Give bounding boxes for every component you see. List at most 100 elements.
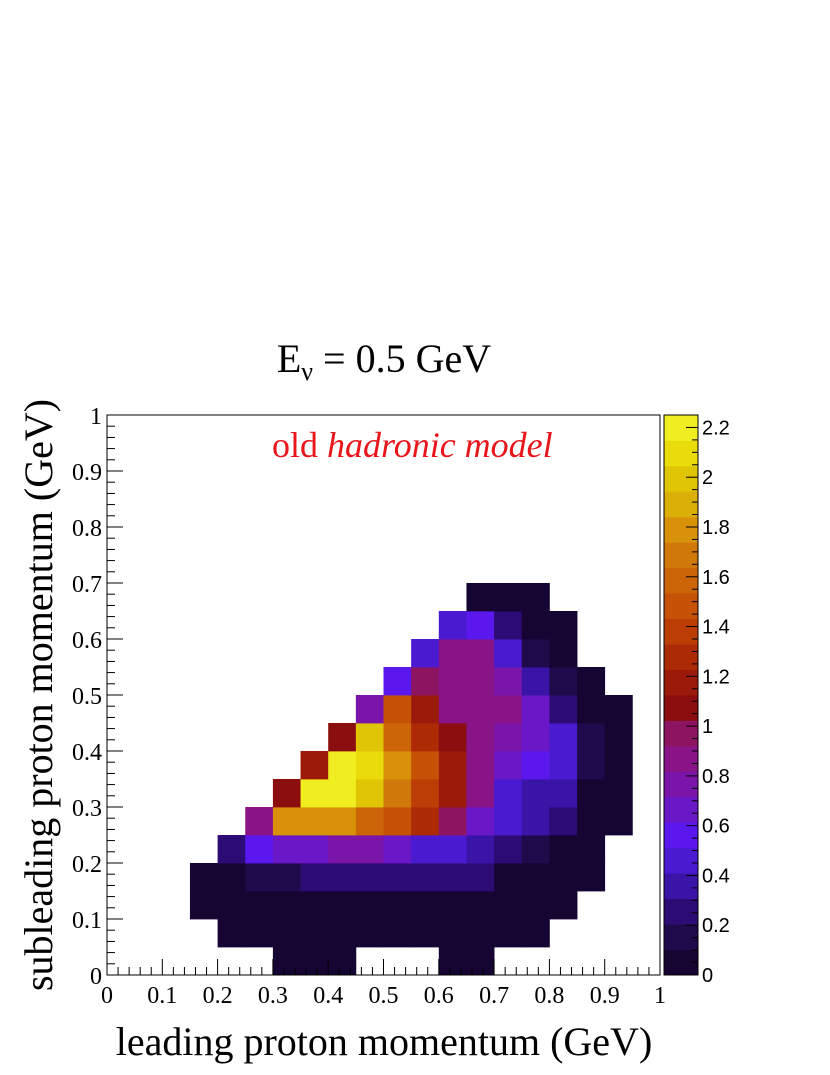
x-tick-label: 0.6 — [424, 983, 454, 1009]
heatmap-cell — [549, 835, 578, 864]
y-tick-label: 0.4 — [72, 740, 102, 766]
heatmap-cell — [438, 835, 467, 864]
colorbar-tick-label: 2.2 — [702, 417, 730, 439]
colorbar-frame — [663, 414, 699, 976]
heatmap-cell — [217, 919, 246, 948]
heatmap-cell — [494, 639, 523, 668]
heatmap-cell — [494, 751, 523, 780]
heatmap-cell — [466, 807, 495, 836]
heatmap-cell — [355, 751, 384, 780]
x-tick-label: 0.7 — [479, 983, 509, 1009]
heatmap-cell — [272, 779, 301, 808]
heatmap-cell — [521, 807, 550, 836]
heatmap-cell — [438, 807, 467, 836]
heatmap-cell — [328, 807, 357, 836]
heatmap-cell — [466, 611, 495, 640]
heatmap-cell — [494, 779, 523, 808]
colorbar-tick-label: 1.2 — [702, 666, 730, 688]
heatmap-cell — [328, 723, 357, 752]
heatmap-cell — [577, 835, 606, 864]
y-axis-tick-labels: 0 0.1 0.2 0.3 0.4 0.5 0.6 0.7 0.8 0.9 1 — [72, 404, 102, 990]
heatmap-cell — [300, 835, 329, 864]
colorbar-band — [664, 745, 698, 772]
heatmap-cell — [328, 751, 357, 780]
heatmap-cell — [272, 835, 301, 864]
heatmap-cell — [438, 695, 467, 724]
heatmap-cell — [521, 779, 550, 808]
x-tick-label: 1 — [654, 983, 666, 1009]
colorbar-band — [664, 873, 698, 900]
heatmap-cell — [549, 723, 578, 752]
y-tick-label: 0.2 — [72, 852, 102, 878]
heatmap-cell — [355, 891, 384, 920]
colorbar-tick-label: 0 — [702, 965, 713, 987]
heatmap-cell — [549, 891, 578, 920]
heatmap-cell — [383, 695, 412, 724]
heatmap-cell — [355, 723, 384, 752]
colorbar-tick-label: 0.2 — [702, 915, 730, 937]
heatmap-cell — [549, 863, 578, 892]
heatmap-cell — [466, 863, 495, 892]
colorbar-band — [664, 695, 698, 721]
heatmap-cell — [328, 891, 357, 920]
heatmap-cell — [466, 779, 495, 808]
x-tick-label: 0.4 — [313, 983, 343, 1009]
heatmap-cell — [383, 667, 412, 696]
heatmap-cell — [521, 863, 550, 892]
heatmap-cell — [383, 723, 412, 752]
heatmap-cell — [494, 807, 523, 836]
heatmap-cell — [217, 835, 246, 864]
heatmap-cell — [577, 807, 606, 836]
heatmap-cell — [438, 611, 467, 640]
heatmap-cell — [245, 863, 274, 892]
heatmap-cell — [328, 863, 357, 892]
colorbar-tick-label: 0.8 — [702, 766, 730, 788]
colorbar-ticks — [686, 414, 698, 976]
y-axis-label: subleading proton momentum (GeV) — [16, 399, 61, 991]
heatmap-cell — [466, 751, 495, 780]
heatmap-cell — [494, 695, 523, 724]
x-axis-label: leading proton momentum (GeV) — [116, 1019, 653, 1064]
y-tick-label: 0.5 — [72, 684, 102, 710]
heatmap-cell — [355, 779, 384, 808]
heatmap-cell — [521, 723, 550, 752]
heatmap-cell — [328, 947, 357, 976]
heatmap-cell — [438, 919, 467, 948]
y-tick-label: 0.7 — [72, 572, 102, 598]
heatmap-cell — [549, 667, 578, 696]
heatmap-cell — [549, 779, 578, 808]
colorbar-tick-label: 1 — [702, 716, 713, 738]
heatmap-cell — [549, 611, 578, 640]
heatmap-cell — [383, 779, 412, 808]
y-tick-label: 0.1 — [72, 908, 102, 934]
heatmap-cell — [189, 891, 218, 920]
heatmap-cell — [521, 667, 550, 696]
heatmap-cell — [494, 611, 523, 640]
colorbar — [664, 415, 698, 976]
heatmap-cell — [411, 751, 440, 780]
x-tick-label: 0 — [101, 983, 113, 1009]
heatmap-cell — [411, 807, 440, 836]
x-tick-label: 0.5 — [369, 983, 399, 1009]
heatmap-cell — [494, 919, 523, 948]
heatmap-cell — [466, 723, 495, 752]
heatmap-cell — [328, 919, 357, 948]
heatmap-cell — [521, 751, 550, 780]
heatmap-cell — [577, 751, 606, 780]
x-tick-label: 0.2 — [203, 983, 233, 1009]
x-axis-ticks — [106, 959, 661, 975]
heatmap-cell — [521, 583, 550, 612]
heatmap-cell — [549, 695, 578, 724]
heatmap-cell — [577, 723, 606, 752]
colorbar-band — [664, 516, 698, 543]
heatmap-cell — [604, 695, 633, 724]
colorbar-tick-label: 2 — [702, 467, 713, 489]
colorbar-tick-label: 1.8 — [702, 517, 730, 539]
x-tick-label: 0.9 — [590, 983, 620, 1009]
heatmap-cell — [577, 779, 606, 808]
y-axis-ticks — [107, 414, 123, 976]
heatmap-cell — [438, 863, 467, 892]
chart-title: Eν = 0.5 GeV — [277, 336, 491, 386]
colorbar-band — [664, 440, 698, 467]
